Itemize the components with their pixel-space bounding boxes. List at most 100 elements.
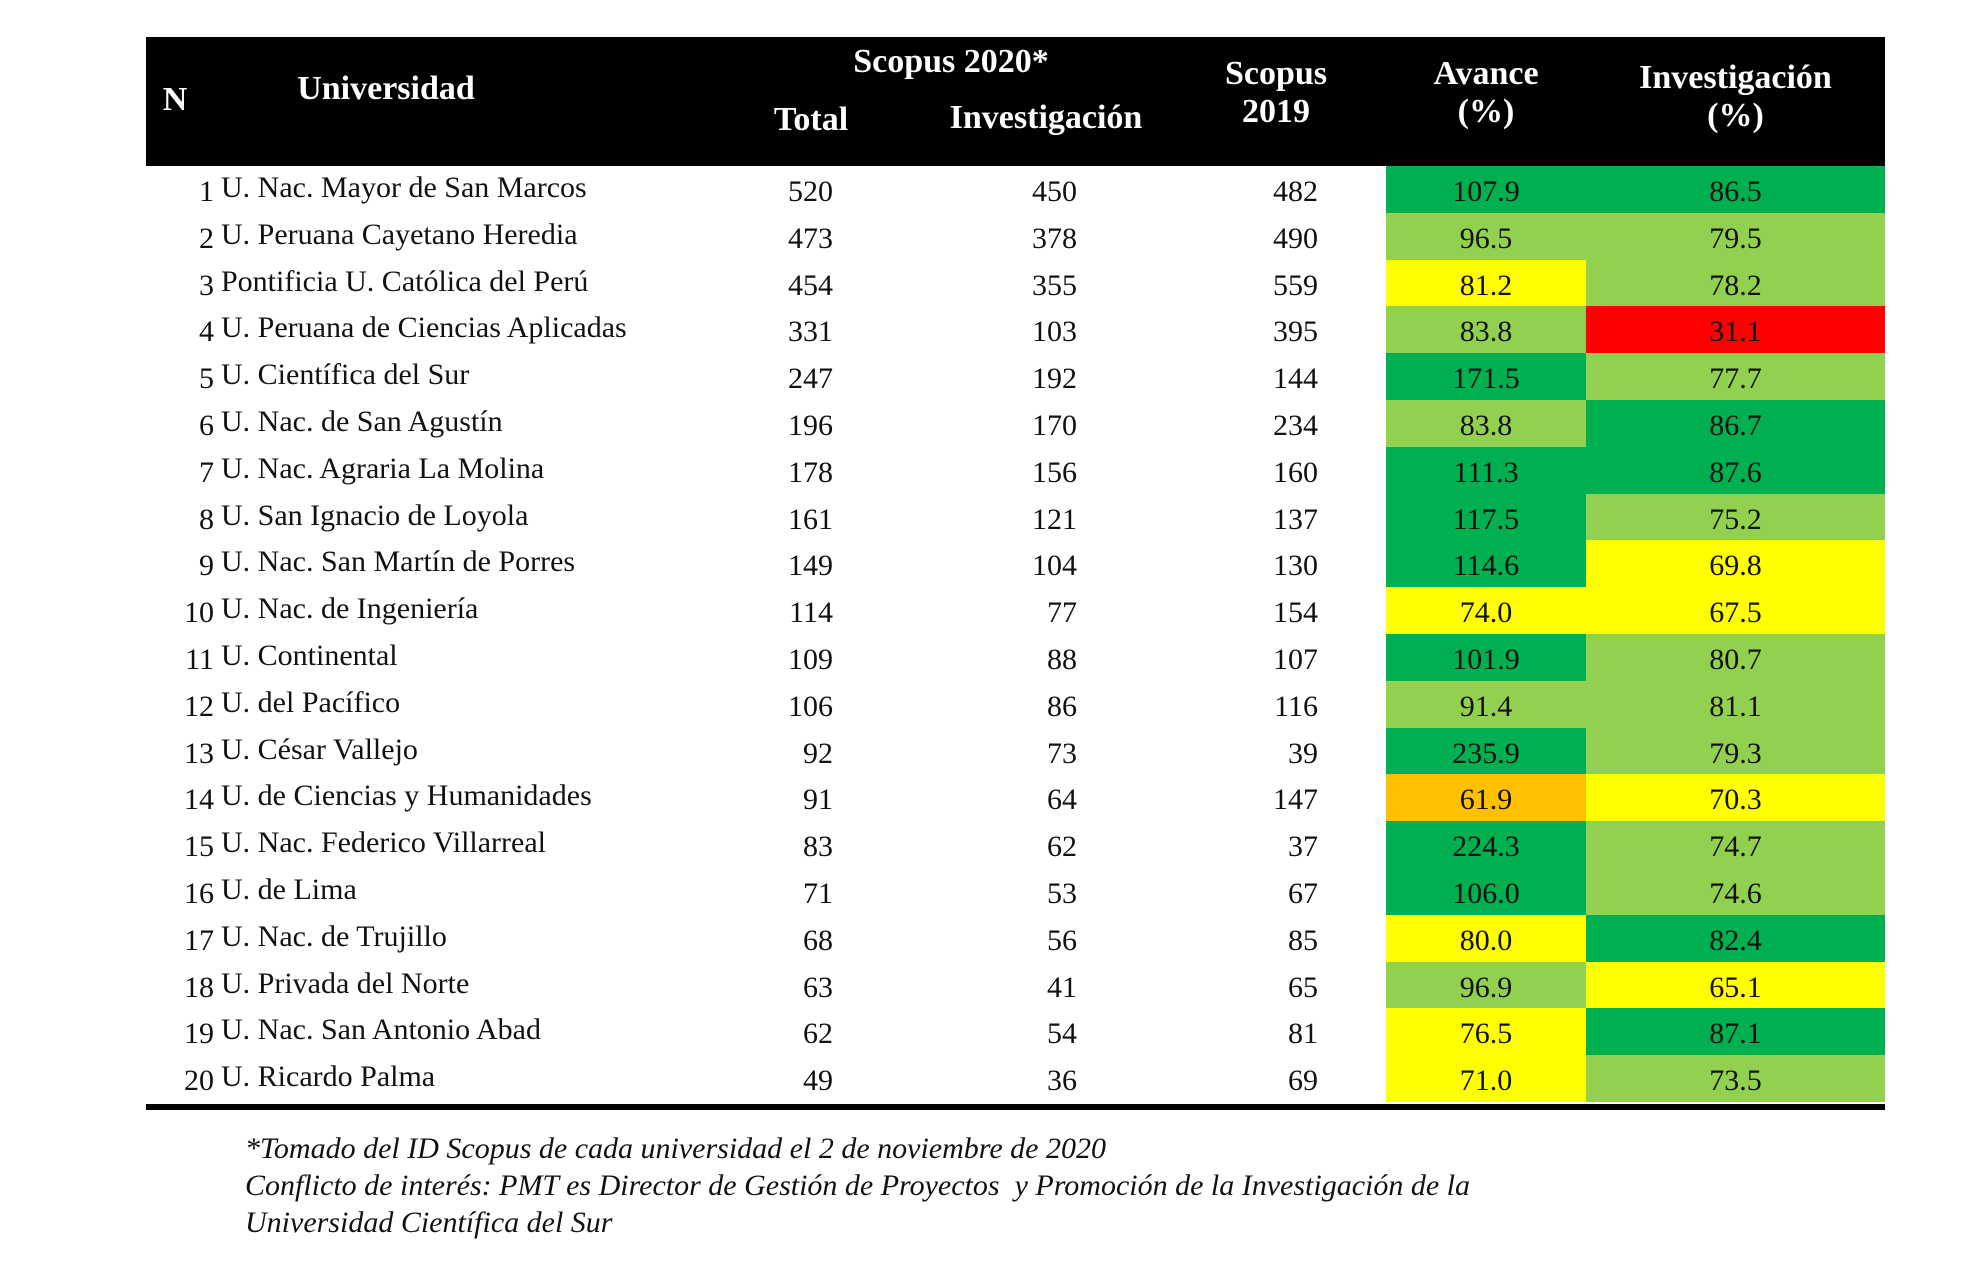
rank: 5: [199, 362, 214, 396]
table-row: 14 U. de Ciencias y Humanidades 91 64 147 61.…: [146, 774, 1885, 822]
investigacion-pct: 79.5: [1586, 212, 1885, 260]
scopus-2019: 154: [1273, 596, 1318, 630]
scopus-2019: 395: [1273, 315, 1318, 349]
university-name: U. de Lima: [221, 872, 357, 906]
scopus-2019: 160: [1273, 455, 1318, 489]
investigacion-2020: 54: [1047, 1017, 1077, 1051]
header-scopus-2020: Scopus 2020*: [853, 43, 1049, 80]
table-row: 16 U. de Lima 71 53 67 106.0 74.6: [146, 867, 1885, 915]
investigacion-2020: 192: [1032, 362, 1077, 396]
table-row: 1 U. Nac. Mayor de San Marcos 520 450 482 107…: [146, 166, 1885, 213]
rank: 14: [184, 783, 214, 817]
table-row: 2 U. Peruana Cayetano Heredia 473 378 490 96.…: [146, 212, 1885, 260]
investigacion-pct: 80.7: [1586, 633, 1885, 681]
avance-pct: 91.4: [1386, 680, 1586, 728]
total-2020: 106: [788, 689, 833, 723]
header-total: Total: [773, 101, 849, 138]
header-avance-l1: Avance: [1433, 55, 1539, 92]
investigacion-2020: 64: [1047, 783, 1077, 817]
header-inv-pct-l2: (%): [1707, 97, 1764, 134]
investigacion-2020: 156: [1032, 455, 1077, 489]
university-name: U. Nac. Agraria La Molina: [221, 451, 545, 485]
header-scopus-2019-l1: Scopus: [1224, 55, 1328, 92]
avance-pct: 83.8: [1386, 399, 1586, 447]
rank: 19: [184, 1017, 214, 1051]
total-2020: 63: [803, 970, 833, 1004]
table-row: 12 U. del Pacífico 106 86 116 91.4 81.1: [146, 680, 1885, 728]
header-investigacion: Investigación: [949, 99, 1143, 136]
avance-pct: 107.9: [1386, 166, 1586, 213]
investigacion-2020: 41: [1047, 970, 1077, 1004]
investigacion-2020: 77: [1047, 596, 1077, 630]
investigacion-pct: 78.2: [1586, 259, 1885, 307]
university-name: U. Nac. San Martín de Porres: [221, 545, 576, 579]
investigacion-2020: 170: [1032, 408, 1077, 442]
table-row: 6 U. Nac. de San Agustín 196 170 234 83.8 86.7: [146, 399, 1885, 447]
avance-pct: 101.9: [1386, 633, 1586, 681]
table-row: 17 U. Nac. de Trujillo 68 56 85 80.0 82.4: [146, 914, 1885, 962]
investigacion-pct: 77.7: [1586, 353, 1885, 400]
investigacion-pct: 87.1: [1586, 1008, 1885, 1056]
total-2020: 83: [803, 830, 833, 864]
rank: 9: [199, 549, 214, 583]
university-name: U. Privada del Norte: [221, 966, 470, 1000]
university-name: Pontificia U. Católica del Perú: [221, 264, 589, 298]
total-2020: 520: [788, 175, 833, 208]
rank: 18: [184, 970, 214, 1004]
total-2020: 473: [788, 221, 833, 255]
university-name: U. Continental: [221, 638, 398, 672]
avance-pct: 80.0: [1386, 914, 1586, 962]
avance-pct: 83.8: [1386, 306, 1586, 354]
investigacion-pct: 87.6: [1586, 446, 1885, 494]
investigacion-2020: 355: [1032, 268, 1077, 302]
footnotes: *Tomado del ID Scopus de cada universida…: [245, 1130, 1470, 1241]
university-name: U. San Ignacio de Loyola: [221, 498, 529, 532]
total-2020: 71: [803, 876, 833, 910]
university-name: U. Nac. Federico Villarreal: [221, 826, 547, 860]
rank: 1: [199, 175, 214, 208]
total-2020: 91: [803, 783, 833, 817]
avance-pct: 96.9: [1386, 961, 1586, 1009]
scopus-2019: 107: [1273, 642, 1318, 676]
university-name: U. del Pacífico: [221, 685, 401, 719]
university-name: U. Ricardo Palma: [221, 1060, 436, 1094]
scopus-2019: 490: [1273, 221, 1318, 255]
rank: 11: [185, 642, 214, 676]
investigacion-pct: 86.5: [1586, 166, 1885, 213]
avance-pct: 224.3: [1386, 821, 1586, 868]
header-n: N: [162, 81, 188, 118]
header-avance-l2: (%): [1457, 93, 1515, 130]
table-row: 3 Pontificia U. Católica del Perú 454 355 55…: [146, 259, 1885, 307]
table-body: 1 U. Nac. Mayor de San Marcos 520 450 482 107…: [146, 166, 1885, 1102]
university-name: U. Peruana de Ciencias Aplicadas: [221, 311, 627, 345]
avance-pct: 235.9: [1386, 727, 1586, 775]
scopus-2019: 147: [1273, 783, 1318, 817]
scopus-2019: 559: [1273, 268, 1318, 302]
table-row: 4 U. Peruana de Ciencias Aplicadas 331 103 3…: [146, 306, 1885, 354]
table-row: 11 U. Continental 109 88 107 101.9 80.7: [146, 633, 1885, 681]
total-2020: 149: [788, 549, 833, 583]
scopus-2019: 39: [1288, 736, 1318, 770]
investigacion-pct: 65.1: [1586, 961, 1885, 1009]
table-row: 9 U. Nac. San Martín de Porres 149 104 130 11…: [146, 540, 1885, 588]
scopus-2019: 482: [1273, 175, 1318, 208]
total-2020: 114: [789, 596, 833, 630]
rank: 2: [199, 221, 214, 255]
total-2020: 196: [788, 408, 833, 442]
avance-pct: 114.6: [1386, 540, 1586, 588]
investigacion-pct: 69.8: [1586, 540, 1885, 588]
investigacion-pct: 81.1: [1586, 680, 1885, 728]
investigacion-pct: 75.2: [1586, 493, 1885, 541]
rank: 13: [184, 736, 214, 770]
university-name: U. Científica del Sur: [221, 358, 470, 392]
avance-pct: 74.0: [1386, 587, 1586, 634]
avance-pct: 117.5: [1386, 493, 1586, 541]
investigacion-2020: 62: [1047, 830, 1077, 864]
scopus-2019: 81: [1288, 1017, 1318, 1051]
scopus-2019: 69: [1288, 1064, 1318, 1098]
rank: 16: [184, 876, 214, 910]
scopus-2019: 234: [1273, 408, 1318, 442]
investigacion-2020: 86: [1047, 689, 1077, 723]
rank: 10: [184, 596, 214, 630]
bottom-rule: [146, 1103, 1885, 1110]
